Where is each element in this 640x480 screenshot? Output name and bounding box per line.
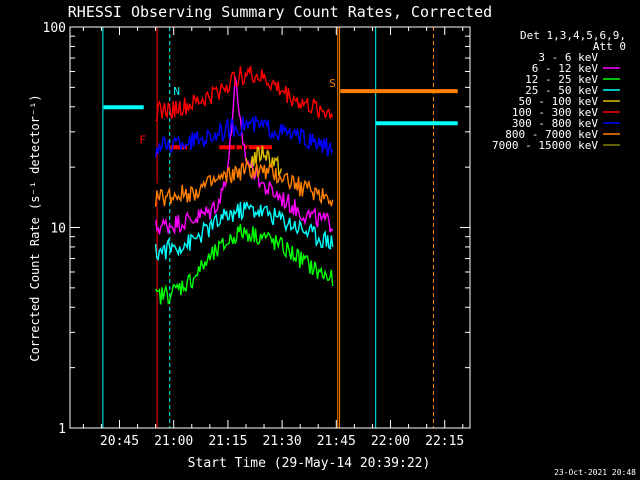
legend-entry-label: 25 - 50 keV: [525, 84, 598, 97]
x-axis-label: Start Time (29-May-14 20:39:22): [188, 456, 431, 471]
y-axis-label: Corrected Count Rate (s⁻¹ detector⁻¹): [28, 94, 42, 361]
legend-header: Att 0: [593, 40, 626, 53]
y-tick-label: 10: [50, 222, 66, 237]
flag-label: N: [173, 85, 180, 98]
x-tick-label: 22:15: [425, 434, 464, 449]
y-tick-label: 100: [43, 21, 66, 36]
chart-title: RHESSI Observing Summary Count Rates, Co…: [68, 3, 492, 21]
legend-entry-label: 300 - 800 keV: [512, 117, 598, 130]
x-tick-label: 21:30: [263, 434, 302, 449]
legend-entry-label: 6 - 12 keV: [532, 62, 599, 75]
series-line: [154, 160, 334, 207]
series-line: [154, 201, 334, 261]
x-tick-label: 20:45: [100, 434, 139, 449]
legend-entry-label: 50 - 100 keV: [519, 95, 599, 108]
legend-entry-label: 7000 - 15000 keV: [492, 139, 598, 152]
x-tick-label: 22:00: [371, 434, 410, 449]
flag-label: S: [329, 77, 336, 90]
series-line: [154, 115, 334, 157]
footer-timestamp: 23-Oct-2021 20:48: [554, 468, 636, 477]
series-line: [154, 76, 334, 236]
y-tick-label: 1: [58, 422, 66, 437]
x-tick-label: 21:45: [317, 434, 356, 449]
legend-entry-label: 100 - 300 keV: [512, 106, 598, 119]
flag-label: F: [139, 133, 146, 146]
legend-header: Det 1,3,4,5,6,9,: [520, 29, 626, 42]
legend-entry-label: 12 - 25 keV: [525, 73, 598, 86]
series-line: [155, 65, 334, 122]
series-line: [154, 223, 334, 305]
x-tick-label: 21:00: [154, 434, 193, 449]
legend-entry-label: 3 - 6 keV: [538, 51, 598, 64]
x-tick-label: 21:15: [208, 434, 247, 449]
legend-entry-label: 800 - 7000 keV: [505, 128, 598, 141]
series-line: [245, 145, 283, 177]
